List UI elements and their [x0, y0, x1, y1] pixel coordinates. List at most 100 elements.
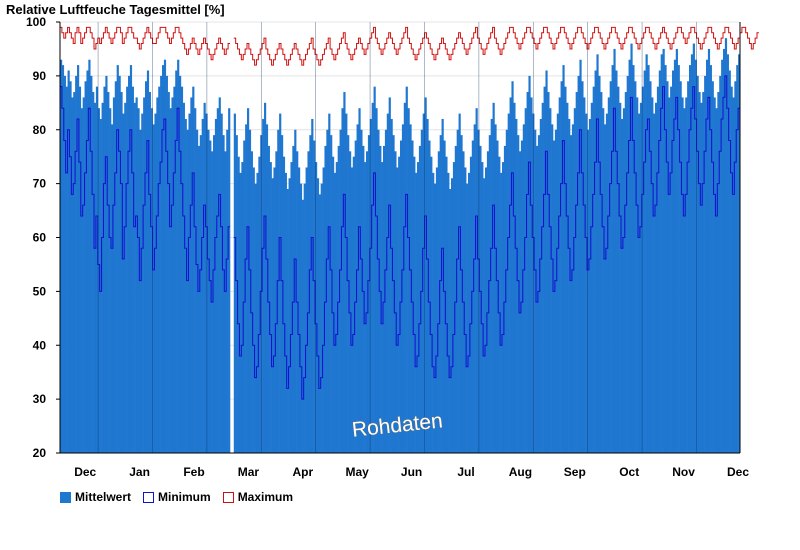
bar-mittelwert — [298, 167, 301, 453]
bar-mittelwert — [715, 108, 718, 453]
bar-mittelwert — [218, 97, 221, 454]
bar-mittelwert — [500, 172, 503, 453]
bar-mittelwert — [639, 102, 643, 453]
bar-mittelwert — [579, 59, 582, 454]
bar-mittelwert — [479, 145, 482, 453]
bar-mittelwert — [60, 59, 63, 454]
bar-mittelwert — [388, 97, 391, 454]
bar-mittelwert — [311, 118, 314, 453]
bar-mittelwert — [673, 59, 677, 454]
bar-mittelwert — [375, 108, 378, 453]
bar-mittelwert — [515, 118, 518, 453]
bar-mittelwert — [322, 167, 325, 453]
bar-mittelwert — [738, 54, 741, 453]
bar-mittelwert — [252, 167, 255, 453]
bar-mittelwert — [384, 129, 388, 453]
bar-mittelwert — [658, 70, 661, 454]
x-tick-label: Feb — [183, 465, 204, 479]
bar-mittelwert — [456, 129, 459, 453]
bar-mittelwert — [721, 59, 724, 454]
bar-mittelwert — [592, 86, 595, 454]
bar-mittelwert — [160, 75, 163, 453]
bar-mittelwert — [437, 151, 440, 454]
legend: Mittelwert Minimum Maximum — [60, 490, 293, 504]
bar-mittelwert — [537, 135, 541, 453]
bar-mittelwert — [82, 97, 85, 454]
bar-mittelwert — [598, 75, 601, 453]
y-tick-label: 100 — [26, 15, 46, 29]
y-tick-label: 70 — [33, 177, 47, 191]
bar-mittelwert — [475, 108, 478, 453]
bar-mittelwert — [609, 81, 612, 453]
bar-mittelwert — [407, 108, 410, 453]
bar-mittelwert — [358, 108, 361, 453]
bar-mittelwert — [628, 59, 631, 454]
x-tick-label: Jun — [401, 465, 422, 479]
bar-mittelwert — [670, 86, 673, 454]
bar-mittelwert — [67, 70, 70, 454]
bar-mittelwert — [350, 167, 354, 453]
bar-mittelwert — [496, 140, 499, 453]
bar-mittelwert — [239, 172, 242, 453]
bar-mittelwert — [400, 140, 403, 453]
bar-mittelwert — [273, 167, 276, 453]
bar-mittelwert — [290, 162, 293, 453]
bar-mittelwert — [303, 183, 306, 453]
maximum-series — [60, 26, 759, 66]
bar-mittelwert — [468, 172, 471, 453]
bar-mittelwert — [611, 65, 614, 453]
bar-mittelwert — [141, 113, 144, 454]
bar-mittelwert — [315, 162, 318, 453]
x-tick-label: Dec — [74, 465, 96, 479]
bar-mittelwert — [366, 151, 369, 454]
bar-mittelwert — [498, 156, 501, 453]
bar-mittelwert — [651, 97, 654, 454]
bar-mittelwert — [199, 135, 202, 453]
bar-mittelwert — [69, 81, 72, 453]
bar-mittelwert — [545, 70, 548, 454]
bar-mittelwert — [262, 118, 265, 453]
bar-mittelwert — [534, 129, 537, 453]
bar-mittelwert — [205, 113, 208, 454]
bar-mittelwert — [282, 156, 286, 453]
bar-mittelwert — [299, 183, 303, 453]
bar-mittelwert — [675, 48, 678, 453]
bar-mittelwert — [92, 92, 95, 453]
bar-mittelwert — [451, 178, 454, 454]
bar-mittelwert — [615, 70, 618, 454]
legend-label-minimum: Minimum — [158, 490, 211, 504]
bar-mittelwert — [381, 162, 384, 453]
bar-mittelwert — [352, 156, 355, 453]
bar-mittelwert — [133, 102, 136, 453]
legend-item-maximum: Maximum — [222, 490, 293, 504]
bar-mittelwert — [403, 102, 406, 453]
bar-mittelwert — [460, 135, 463, 453]
bar-mittelwert — [434, 183, 437, 453]
bar-mittelwert — [473, 124, 476, 454]
bar-mittelwert — [247, 108, 250, 453]
bar-mittelwert — [711, 81, 714, 453]
bar-mittelwert — [154, 113, 157, 454]
bar-mittelwert — [430, 156, 433, 453]
bar-mittelwert — [343, 92, 346, 453]
bar-mittelwert — [349, 151, 352, 454]
bar-mittelwert — [237, 156, 240, 453]
bar-mittelwert — [736, 65, 739, 453]
bar-mittelwert — [617, 86, 620, 454]
y-tick-label: 60 — [33, 231, 47, 245]
bar-mittelwert — [116, 65, 119, 453]
bar-mittelwert — [214, 118, 218, 453]
bar-mittelwert — [258, 156, 261, 453]
bar-mittelwert — [224, 151, 227, 454]
bar-mittelwert — [120, 92, 123, 453]
bar-mittelwert — [553, 140, 556, 453]
bar-mittelwert — [490, 118, 493, 453]
bar-mittelwert — [243, 140, 246, 453]
bar-mittelwert — [152, 124, 155, 454]
bar-mittelwert — [167, 92, 170, 453]
bar-mittelwert — [284, 172, 287, 453]
bar-mittelwert — [207, 129, 210, 453]
bar-mittelwert — [530, 97, 533, 454]
bar-mittelwert — [426, 118, 429, 453]
bar-mittelwert — [594, 70, 597, 454]
